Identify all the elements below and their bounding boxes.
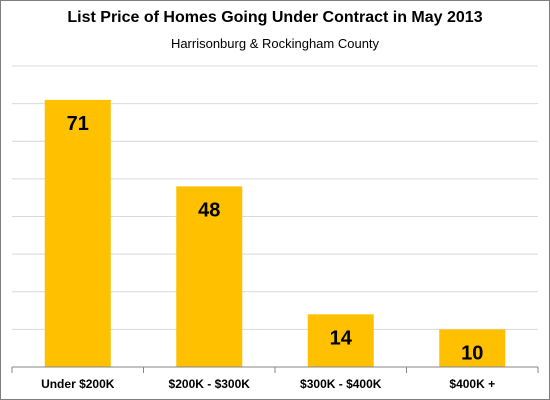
data-label: 14: [330, 327, 353, 349]
bar: [176, 186, 243, 367]
data-label: 48: [198, 199, 220, 221]
bar: [44, 99, 111, 368]
x-tick-label: $200K - $300K: [169, 377, 251, 391]
chart-title: List Price of Homes Going Under Contract…: [67, 9, 483, 26]
data-label: 10: [461, 342, 483, 364]
x-tick-label: Under $200K: [41, 377, 115, 391]
bar: [307, 314, 374, 367]
bar: [439, 329, 506, 367]
chart-subtitle: Harrisonburg & Rockingham County: [170, 36, 380, 51]
x-tick-label: $400K +: [449, 377, 495, 391]
x-tick-label: $300K - $400K: [300, 377, 382, 391]
data-label: 71: [67, 113, 89, 135]
